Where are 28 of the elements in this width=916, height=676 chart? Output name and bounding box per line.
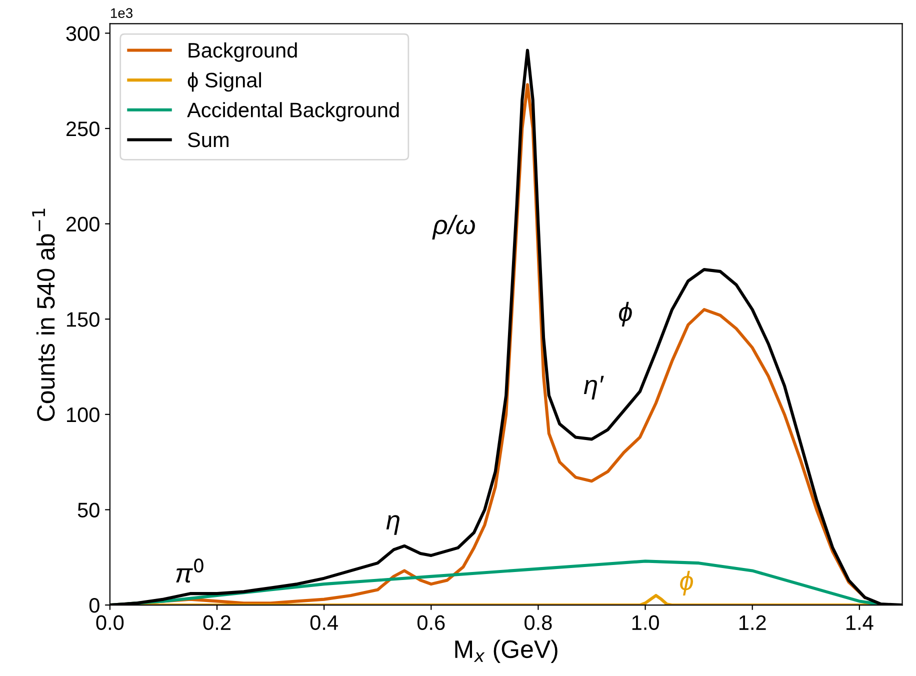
x-tick-label: 1.2 bbox=[739, 615, 766, 630]
x-tick-label: 1.0 bbox=[632, 615, 659, 630]
annotation: ϕ bbox=[680, 570, 694, 596]
annotation: η′ bbox=[584, 376, 604, 400]
y-tick-label: 150 bbox=[67, 312, 100, 327]
annotation: ϕ bbox=[618, 302, 632, 327]
x-tick-label: 1.4 bbox=[846, 616, 874, 630]
x-tick-label: 0.8 bbox=[524, 615, 552, 630]
y-tick-label: 100 bbox=[67, 407, 100, 422]
y-tick-label: 0 bbox=[89, 598, 100, 613]
y-tick-label: 300 bbox=[66, 26, 100, 41]
annotation: η bbox=[386, 515, 400, 535]
annotation: π$^{0}$ bbox=[176, 558, 204, 583]
text: 1e3 bbox=[110, 8, 132, 18]
y-tick-label: 250 bbox=[66, 121, 100, 136]
annotation: ρ/ω bbox=[432, 214, 475, 240]
x-tick-label: 0.2 bbox=[203, 615, 230, 630]
y-axis-title: Counts in 540 ab$^{−1}$ bbox=[32, 208, 55, 421]
legend-label: Sum bbox=[188, 132, 228, 148]
legend-label: Accidental Background bbox=[187, 102, 399, 122]
x-axis-title: M$_{x}$ (GeV) bbox=[455, 640, 558, 664]
x-tick-label: 0.6 bbox=[417, 615, 445, 630]
y-tick-label: 50 bbox=[78, 502, 100, 518]
legend-label: ϕ Signal bbox=[188, 72, 261, 92]
x-tick-label: 0.0 bbox=[96, 615, 124, 630]
legend-label: Background bbox=[188, 42, 297, 62]
x-tick-label: 0.4 bbox=[310, 615, 338, 630]
y-tick-label: 200 bbox=[66, 216, 100, 232]
